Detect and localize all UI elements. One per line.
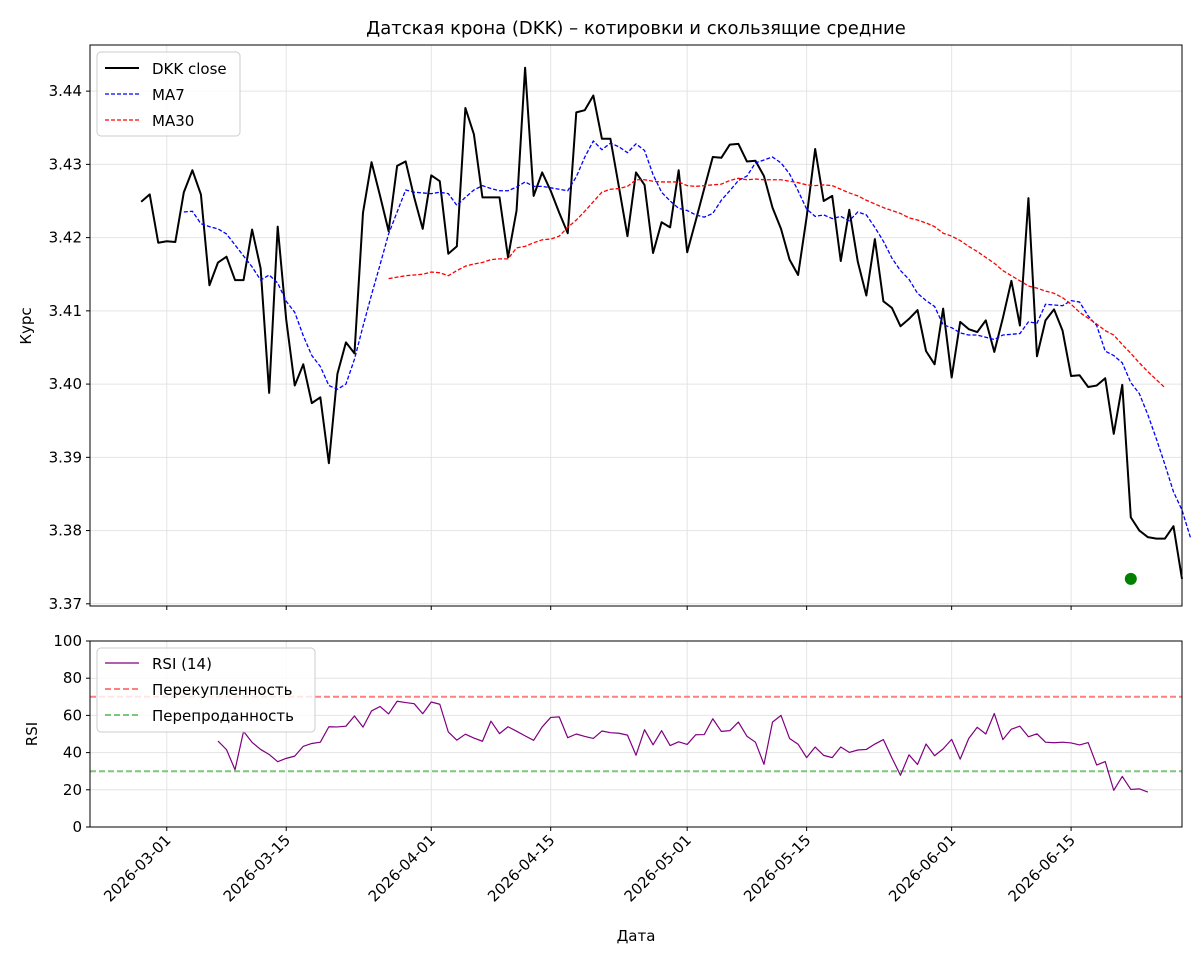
ma30-line [388, 177, 1166, 389]
rsi-y-tick-label: 20 [63, 781, 82, 799]
price-y-tick-label: 3.40 [49, 375, 82, 393]
price-y-tick-label: 3.38 [49, 522, 82, 540]
legend-label-ma30: MA30 [152, 112, 194, 130]
price-lines [140, 66, 1192, 585]
rsi-line [217, 700, 1149, 793]
rsi-y-axis-label: RSI [23, 722, 41, 746]
chart-title: Датская крона (DKK) – котировки и скольз… [366, 18, 906, 39]
price-y-tick-label: 3.42 [49, 229, 82, 247]
price-y-tick-label: 3.44 [49, 82, 82, 100]
close-line [140, 66, 1183, 580]
last-close-marker [1124, 572, 1137, 585]
ma7-line [183, 140, 1192, 539]
price-y-tick-label: 3.39 [49, 448, 82, 466]
price-legend-box [96, 51, 241, 137]
rsi-y-tick-label: 40 [63, 744, 82, 762]
price-x-ticks [166, 606, 1072, 610]
price-y-ticks: 3.37 3.38 3.39 3.40 3.41 3.42 3.43 3.44 [49, 82, 90, 613]
price-y-tick-label: 3.37 [49, 595, 82, 613]
legend-label-rsi: RSI (14) [152, 655, 212, 673]
rsi-y-tick-label: 80 [63, 669, 82, 687]
rsi-y-tick-label: 100 [53, 632, 82, 650]
price-y-axis-label: Курс [17, 307, 35, 344]
legend-label-close: DKK close [152, 60, 227, 78]
price-plot-area [90, 45, 1182, 606]
legend-label-oversold: Перепроданность [152, 707, 294, 725]
price-panel: 3.37 3.38 3.39 3.40 3.41 3.42 3.43 3.44 Датская… [17, 18, 1192, 613]
legend-label-ma7: MA7 [152, 86, 185, 104]
rsi-y-tick-label: 60 [63, 706, 82, 724]
price-y-tick-label: 3.41 [49, 302, 82, 320]
price-frame [89, 44, 1183, 607]
rsi-y-tick-label: 0 [72, 818, 82, 836]
rsi-y-ticks: 0 20 40 60 80 100 [53, 632, 90, 836]
x-axis-label: Дата [617, 927, 656, 945]
rsi-legend: RSI (14) Перекупленность Перепроданность [96, 647, 316, 733]
price-y-tick-label: 3.43 [49, 155, 82, 173]
rsi-frame [89, 640, 1183, 828]
rsi-legend-box [96, 647, 316, 733]
legend-label-overbought: Перекупленность [152, 681, 292, 699]
price-legend: DKK close MA7 MA30 [96, 51, 241, 137]
